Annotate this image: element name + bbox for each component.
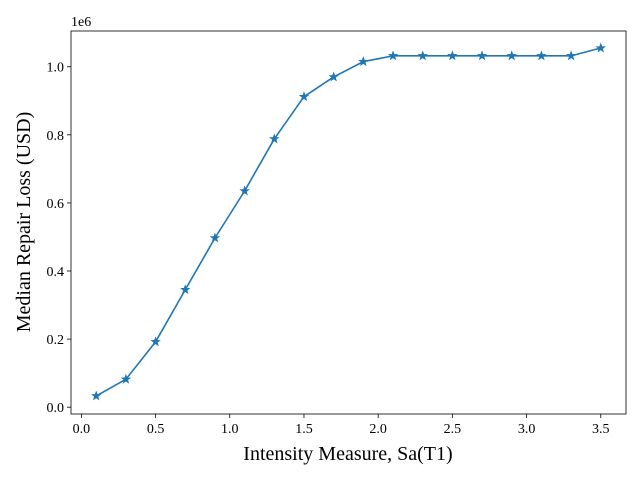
data-point-marker <box>150 336 161 347</box>
x-tick-label: 2.0 <box>369 422 387 437</box>
data-point-marker <box>120 373 132 384</box>
data-point-marker <box>358 56 369 67</box>
data-point-marker <box>328 71 339 82</box>
y-tick-label: 0.6 <box>47 197 65 212</box>
plot-frame <box>70 30 627 415</box>
y-axis: 0.0 0.2 0.4 0.6 0.8 1.0 <box>47 61 71 416</box>
x-axis: 0.0 0.5 1.0 1.5 2.0 2.5 3.0 3.5 <box>73 414 610 437</box>
data-point-marker <box>209 232 221 243</box>
y-axis-title: Median Repair Loss (USD) <box>13 112 35 333</box>
x-tick-label: 0.5 <box>147 422 165 437</box>
x-tick-label: 1.5 <box>295 422 313 437</box>
data-point-marker <box>239 185 250 196</box>
y-tick-label: 0.2 <box>47 333 65 348</box>
y-tick-label: 0.8 <box>47 129 65 144</box>
data-point-marker <box>565 50 577 61</box>
x-tick-label: 3.0 <box>518 422 536 437</box>
data-point-marker <box>476 50 488 61</box>
x-tick-label: 2.5 <box>444 422 462 437</box>
x-axis-title: Intensity Measure, Sa(T1) <box>243 443 452 465</box>
data-point-marker <box>536 50 547 61</box>
data-point-marker <box>595 42 606 53</box>
data-layer <box>91 42 606 401</box>
data-point-marker <box>269 133 280 144</box>
data-point-marker <box>506 50 517 61</box>
data-point-marker <box>417 50 428 61</box>
x-tick-label: 3.5 <box>592 422 610 437</box>
y-tick-label: 0.4 <box>47 265 65 280</box>
data-point-marker <box>91 390 102 401</box>
x-tick-label: 0.0 <box>73 422 91 437</box>
data-point-marker <box>387 50 399 61</box>
data-point-marker <box>447 50 458 61</box>
y-tick-label: 0.0 <box>47 401 65 416</box>
y-offset-label: 1e6 <box>71 15 91 30</box>
x-tick-label: 1.0 <box>221 422 239 437</box>
y-tick-label: 1.0 <box>47 61 65 76</box>
data-point-marker <box>180 284 191 295</box>
data-point-marker <box>298 91 310 102</box>
series-line <box>95 47 601 397</box>
